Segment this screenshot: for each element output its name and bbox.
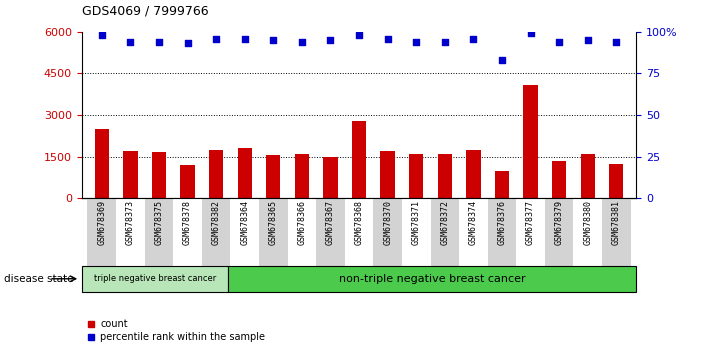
Bar <box>581 154 595 198</box>
Point <box>325 38 336 43</box>
Text: GSM678365: GSM678365 <box>269 200 278 245</box>
Point <box>468 36 479 42</box>
Text: GSM678364: GSM678364 <box>240 200 250 245</box>
Point <box>239 36 250 42</box>
Bar <box>202 198 230 276</box>
Point <box>553 39 565 44</box>
Bar <box>228 266 636 292</box>
Bar <box>237 148 252 198</box>
Text: GSM678375: GSM678375 <box>154 200 164 245</box>
Point <box>124 39 136 44</box>
Text: GSM678372: GSM678372 <box>440 200 449 245</box>
Point <box>525 30 536 36</box>
Text: GSM678370: GSM678370 <box>383 200 392 245</box>
Bar <box>402 198 431 276</box>
Text: GSM678379: GSM678379 <box>555 200 564 245</box>
Legend: count, percentile rank within the sample: count, percentile rank within the sample <box>87 319 265 342</box>
Point <box>496 57 508 62</box>
Bar <box>488 198 516 276</box>
Bar <box>295 154 309 198</box>
Text: GSM678367: GSM678367 <box>326 200 335 245</box>
Point <box>182 40 193 46</box>
Bar <box>459 198 488 276</box>
Text: GSM678371: GSM678371 <box>412 200 421 245</box>
Bar <box>123 151 137 198</box>
Text: GSM678381: GSM678381 <box>612 200 621 245</box>
Text: GSM678378: GSM678378 <box>183 200 192 245</box>
Point <box>154 39 165 44</box>
Text: disease state: disease state <box>4 274 73 284</box>
Bar <box>516 198 545 276</box>
Text: non-triple negative breast cancer: non-triple negative breast cancer <box>338 274 525 284</box>
Bar <box>345 198 373 276</box>
Bar <box>82 266 228 292</box>
Text: triple negative breast cancer: triple negative breast cancer <box>94 274 216 283</box>
Text: GSM678374: GSM678374 <box>469 200 478 245</box>
Point <box>96 32 107 38</box>
Point <box>296 39 308 44</box>
Bar <box>181 165 195 198</box>
Bar <box>466 150 481 198</box>
Text: GSM678366: GSM678366 <box>297 200 306 245</box>
Bar <box>259 198 287 276</box>
Bar <box>574 198 602 276</box>
Bar <box>552 161 566 198</box>
Bar <box>545 198 574 276</box>
Bar <box>152 153 166 198</box>
Bar <box>144 198 173 276</box>
Bar <box>116 198 144 276</box>
Text: GSM678377: GSM678377 <box>526 200 535 245</box>
Text: GDS4069 / 7999766: GDS4069 / 7999766 <box>82 5 208 18</box>
Point <box>382 36 393 42</box>
Text: GSM678380: GSM678380 <box>583 200 592 245</box>
Bar <box>209 150 223 198</box>
Text: GSM678376: GSM678376 <box>498 200 506 245</box>
Text: GSM678369: GSM678369 <box>97 200 106 245</box>
Point <box>210 36 222 42</box>
Point <box>439 39 451 44</box>
Bar <box>373 198 402 276</box>
Bar <box>602 198 631 276</box>
Bar <box>230 198 259 276</box>
Point <box>611 39 622 44</box>
Bar <box>495 171 509 198</box>
Bar <box>287 198 316 276</box>
Bar <box>316 198 345 276</box>
Point <box>267 38 279 43</box>
Bar <box>431 198 459 276</box>
Bar <box>173 198 202 276</box>
Bar <box>438 154 452 198</box>
Bar <box>324 156 338 198</box>
Text: GSM678368: GSM678368 <box>355 200 363 245</box>
Bar <box>523 85 538 198</box>
Bar <box>352 121 366 198</box>
Point <box>353 32 365 38</box>
Bar <box>409 154 423 198</box>
Bar <box>380 151 395 198</box>
Bar <box>609 164 624 198</box>
Bar <box>266 155 280 198</box>
Bar <box>87 198 116 276</box>
Text: GSM678373: GSM678373 <box>126 200 135 245</box>
Point <box>410 39 422 44</box>
Point <box>582 38 594 43</box>
Text: GSM678382: GSM678382 <box>212 200 220 245</box>
Bar <box>95 129 109 198</box>
